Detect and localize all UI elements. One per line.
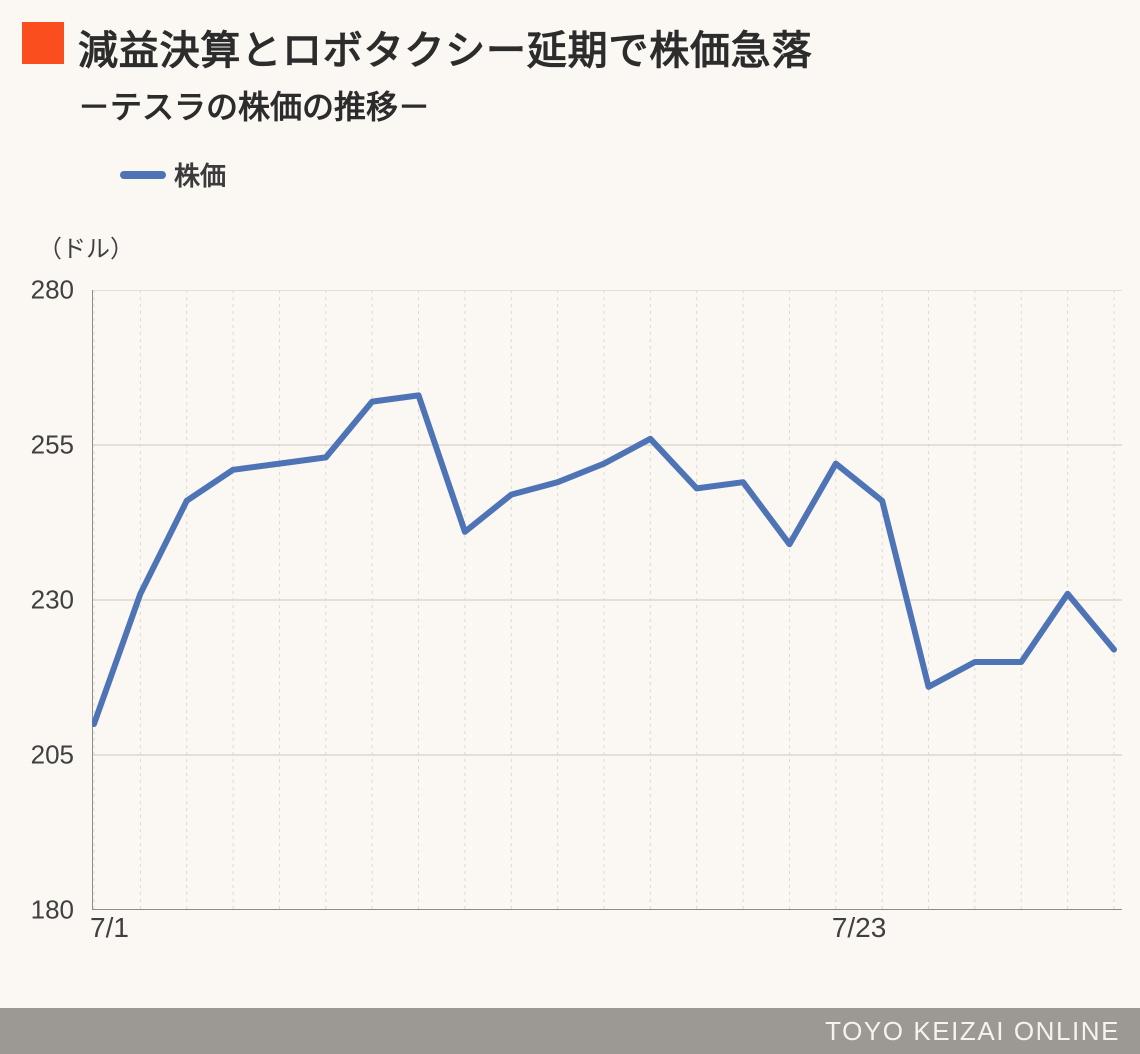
accent-square-icon [22, 22, 64, 64]
title-block: 減益決算とロボタクシー延期で株価急落 －テスラの株価の推移－ [78, 18, 812, 128]
legend-label: 株価 [174, 156, 226, 193]
legend-swatch-icon [120, 171, 166, 179]
line-chart-svg [92, 290, 1122, 910]
x-tick-label: 7/1 [90, 912, 129, 944]
x-tick-label: 7/23 [832, 912, 887, 944]
footer-text: TOYO KEIZAI ONLINE [825, 1016, 1120, 1047]
y-axis-labels: 180205230255280 [0, 290, 92, 910]
y-axis-unit: （ドル） [38, 229, 1140, 264]
chart-header: 減益決算とロボタクシー延期で株価急落 －テスラの株価の推移－ [0, 0, 1140, 128]
y-tick-label: 205 [31, 740, 74, 771]
y-tick-label: 180 [31, 895, 74, 926]
y-tick-label: 280 [31, 275, 74, 306]
plot-area: 180205230255280 7/17/23 [0, 290, 1140, 950]
chart-title: 減益決算とロボタクシー延期で株価急落 [78, 18, 812, 76]
legend: 株価 [120, 156, 1140, 193]
chart-subtitle: －テスラの株価の推移－ [78, 82, 812, 128]
x-axis-labels: 7/1 7/23 [92, 912, 1122, 952]
footer-bar: TOYO KEIZAI ONLINE [0, 1008, 1140, 1054]
y-tick-label: 230 [31, 585, 74, 616]
y-tick-label: 255 [31, 430, 74, 461]
